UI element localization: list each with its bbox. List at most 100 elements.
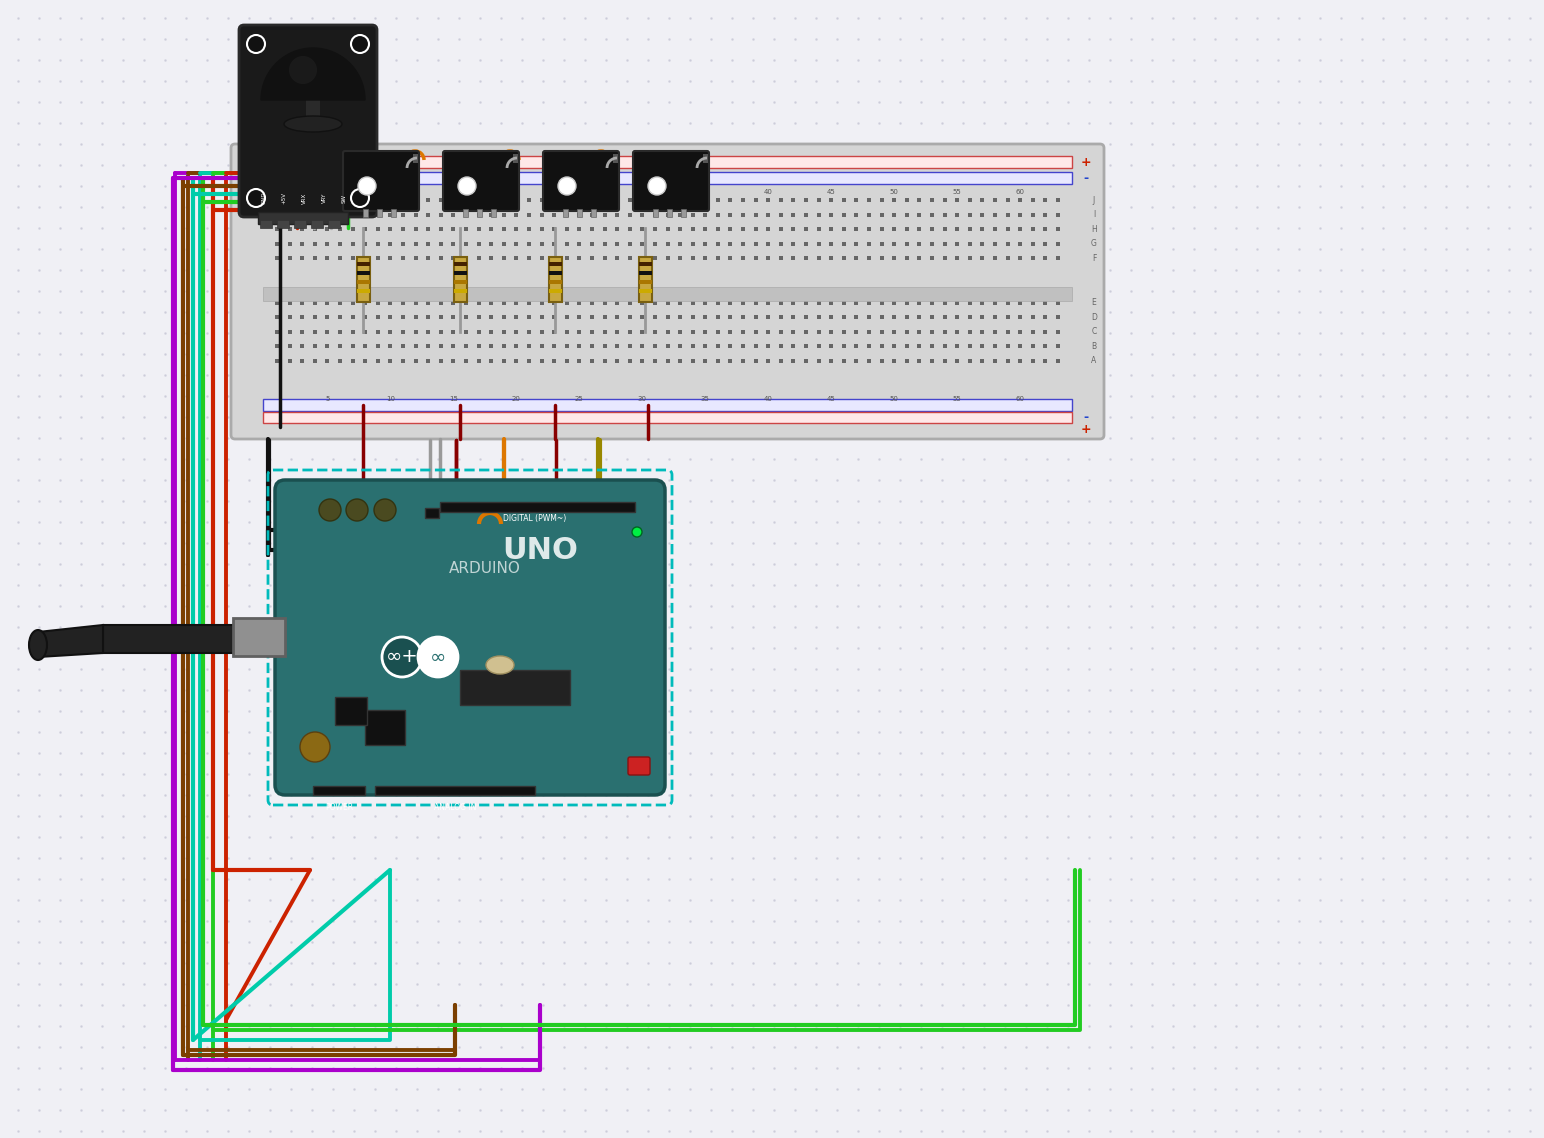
Circle shape — [350, 189, 369, 207]
Text: 10: 10 — [386, 396, 395, 402]
Text: I: I — [1093, 211, 1095, 218]
Bar — [591, 209, 596, 217]
Text: ∞: ∞ — [429, 648, 446, 667]
Circle shape — [648, 178, 665, 195]
Text: 5: 5 — [326, 396, 329, 402]
Text: J: J — [1093, 196, 1095, 205]
Bar — [258, 212, 347, 224]
Text: 45: 45 — [828, 189, 835, 195]
Bar — [313, 786, 364, 795]
Text: C: C — [1092, 327, 1096, 336]
Bar — [357, 271, 371, 275]
FancyBboxPatch shape — [232, 145, 1104, 439]
Bar — [262, 287, 1072, 300]
Text: ∞+: ∞+ — [386, 648, 418, 667]
Text: 55: 55 — [953, 189, 962, 195]
Bar — [454, 280, 466, 284]
Text: 55: 55 — [953, 396, 962, 402]
Bar — [703, 154, 709, 163]
Bar — [667, 209, 672, 217]
Text: E: E — [1092, 298, 1096, 307]
Text: 20: 20 — [513, 396, 520, 402]
Bar — [639, 257, 652, 302]
Circle shape — [358, 178, 377, 195]
Text: 20: 20 — [513, 189, 520, 195]
Bar — [259, 220, 272, 228]
Bar — [293, 220, 306, 228]
Polygon shape — [261, 48, 364, 100]
Bar — [276, 220, 289, 228]
FancyBboxPatch shape — [443, 151, 519, 211]
Circle shape — [320, 498, 341, 521]
Text: 40: 40 — [764, 189, 772, 195]
Bar — [550, 262, 562, 266]
Text: 5: 5 — [326, 189, 329, 195]
Ellipse shape — [486, 655, 514, 674]
Bar — [375, 786, 536, 795]
Circle shape — [557, 178, 576, 195]
FancyBboxPatch shape — [633, 151, 709, 211]
Ellipse shape — [284, 116, 343, 132]
Ellipse shape — [29, 630, 46, 660]
Bar — [477, 209, 482, 217]
Text: H: H — [1092, 224, 1096, 233]
FancyBboxPatch shape — [343, 151, 418, 211]
Text: A: A — [1092, 356, 1096, 365]
Bar — [233, 618, 286, 655]
Bar — [550, 280, 562, 284]
Circle shape — [459, 178, 476, 195]
Bar — [357, 289, 371, 292]
Bar — [425, 508, 438, 518]
Circle shape — [418, 637, 459, 677]
Bar — [639, 280, 652, 284]
Bar — [681, 209, 686, 217]
Bar — [577, 209, 582, 217]
Bar — [357, 257, 371, 302]
Bar — [357, 262, 371, 266]
Text: B: B — [1092, 341, 1096, 351]
Text: 50: 50 — [889, 396, 899, 402]
Text: D: D — [1092, 313, 1096, 322]
Text: VRY: VRY — [321, 192, 326, 204]
Text: UNO: UNO — [502, 536, 577, 564]
Bar — [391, 209, 395, 217]
Text: 60: 60 — [1016, 189, 1025, 195]
Text: GND: GND — [261, 191, 267, 205]
Text: -: - — [1084, 172, 1089, 184]
Text: +: + — [1081, 156, 1092, 168]
Bar — [363, 209, 367, 217]
Bar — [262, 156, 1072, 168]
Bar — [364, 710, 405, 745]
FancyBboxPatch shape — [628, 757, 650, 775]
Bar — [440, 502, 635, 512]
Bar — [310, 220, 323, 228]
Text: ARDUINO: ARDUINO — [449, 561, 520, 576]
Bar — [513, 154, 517, 163]
Bar — [639, 262, 652, 266]
Bar — [454, 257, 466, 302]
Bar — [262, 412, 1072, 423]
Circle shape — [247, 189, 266, 207]
Bar — [491, 209, 496, 217]
Text: 30: 30 — [638, 396, 647, 402]
Text: 10: 10 — [386, 189, 395, 195]
Text: 25: 25 — [574, 396, 584, 402]
Text: POWER: POWER — [324, 802, 354, 811]
FancyBboxPatch shape — [275, 480, 665, 795]
Text: 50: 50 — [889, 189, 899, 195]
Text: DIGITAL (PWM~): DIGITAL (PWM~) — [503, 513, 567, 522]
Bar — [454, 262, 466, 266]
Text: VRX: VRX — [301, 192, 307, 204]
Text: 30: 30 — [638, 189, 647, 195]
Text: 45: 45 — [828, 396, 835, 402]
Circle shape — [289, 56, 317, 84]
Text: +5V: +5V — [281, 192, 287, 204]
Text: 35: 35 — [701, 189, 710, 195]
Bar — [454, 289, 466, 292]
Polygon shape — [39, 625, 103, 657]
Text: +: + — [1081, 422, 1092, 436]
Circle shape — [381, 637, 422, 677]
Bar — [639, 289, 652, 292]
Bar — [306, 98, 320, 119]
FancyBboxPatch shape — [543, 151, 619, 211]
